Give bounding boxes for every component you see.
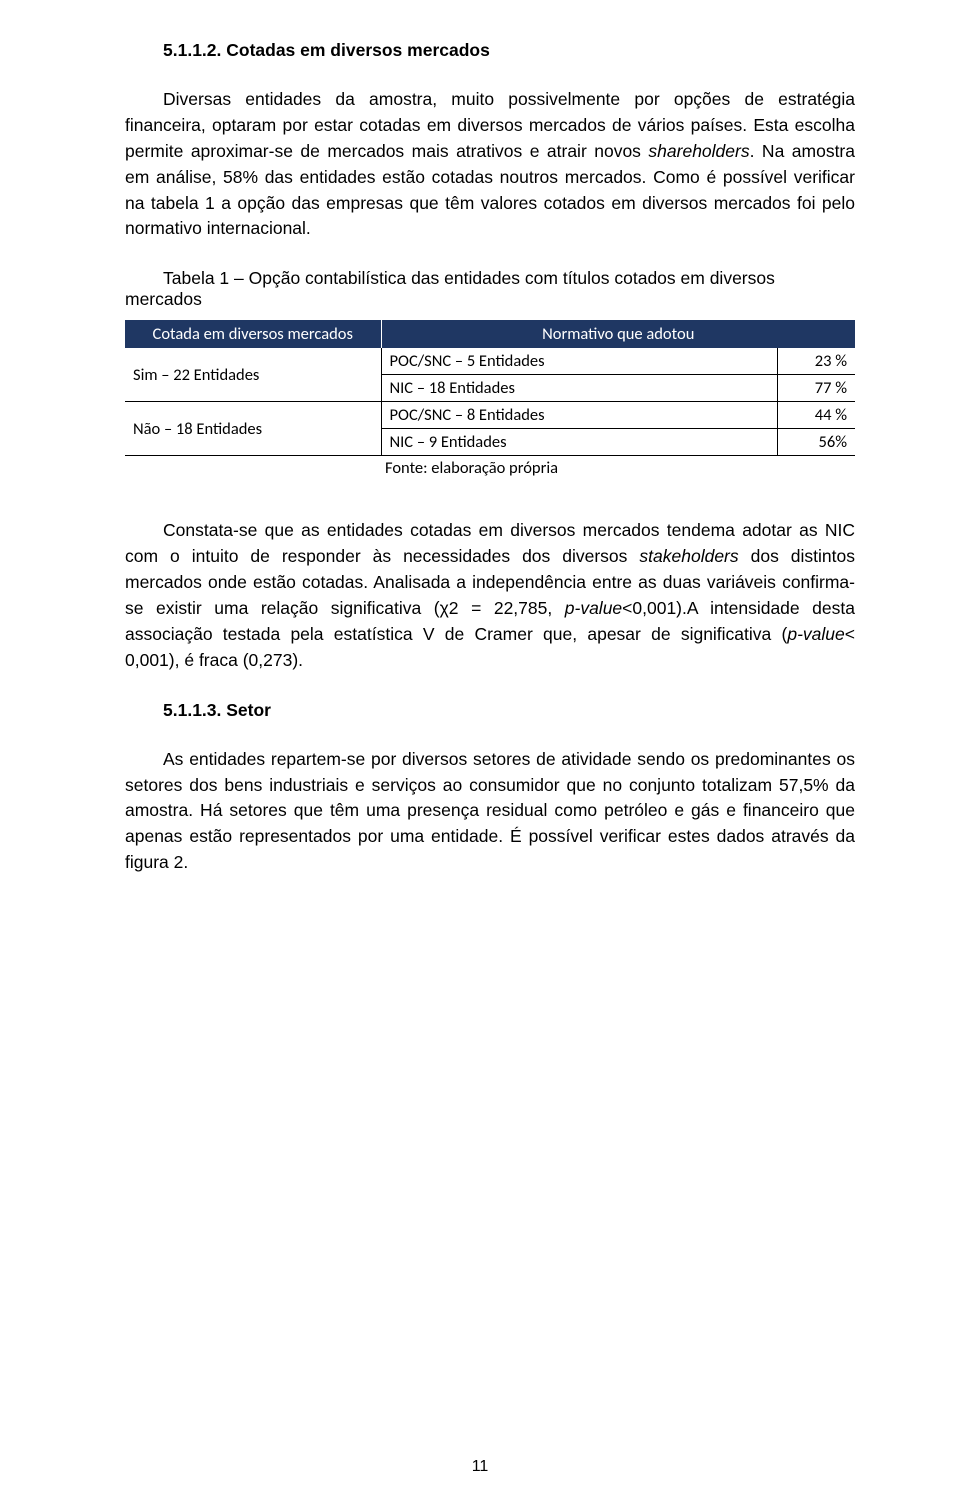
page: 5.1.1.2. Cotadas em diversos mercados Di… [0, 0, 960, 1498]
text: As entidades repartem-se por diversos se… [125, 749, 855, 873]
table-caption: Tabela 1 – Opção contabilística das enti… [125, 268, 855, 310]
text-italic: stakeholders [639, 546, 738, 566]
para-5113-1: As entidades repartem-se por diversos se… [125, 747, 855, 876]
text-italic: p-value [787, 624, 844, 644]
heading-5112: 5.1.1.2. Cotadas em diversos mercados [163, 40, 855, 61]
table-cell-pct: 56% [777, 429, 855, 456]
table-row: Sim – 22 Entidades POC/SNC – 5 Entidades… [125, 348, 855, 375]
page-number: 11 [0, 1458, 960, 1476]
table-row: Não – 18 Entidades POC/SNC – 8 Entidades… [125, 402, 855, 429]
table-cell-pct: 23 % [777, 348, 855, 375]
table-rowlabel: Não – 18 Entidades [125, 402, 381, 456]
table-header-row: Cotada em diversos mercados Normativo qu… [125, 320, 855, 348]
table-header-right: Normativo que adotou [381, 320, 855, 348]
text-italic: shareholders [648, 141, 749, 161]
para-5112-1: Diversas entidades da amostra, muito pos… [125, 87, 855, 242]
table-cell-pct: 77 % [777, 375, 855, 402]
table-rowlabel: Sim – 22 Entidades [125, 348, 381, 402]
table-cell-pct: 44 % [777, 402, 855, 429]
para-5112-2: Constata-se que as entidades cotadas em … [125, 518, 855, 673]
text-italic: p-value [565, 598, 622, 618]
table-cell: POC/SNC – 5 Entidades [381, 348, 777, 375]
table-header-left: Cotada em diversos mercados [125, 320, 381, 348]
table-cell: NIC – 18 Entidades [381, 375, 777, 402]
table-source: Fonte: elaboração própria [385, 458, 855, 478]
heading-5113: 5.1.1.3. Setor [163, 700, 855, 721]
table-cell: NIC – 9 Entidades [381, 429, 777, 456]
table-cotada: Cotada em diversos mercados Normativo qu… [125, 320, 855, 456]
table-cell: POC/SNC – 8 Entidades [381, 402, 777, 429]
